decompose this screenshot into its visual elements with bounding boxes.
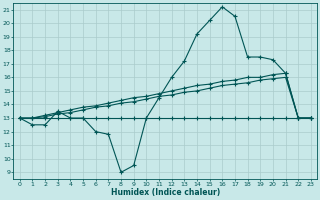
X-axis label: Humidex (Indice chaleur): Humidex (Indice chaleur) (111, 188, 220, 197)
